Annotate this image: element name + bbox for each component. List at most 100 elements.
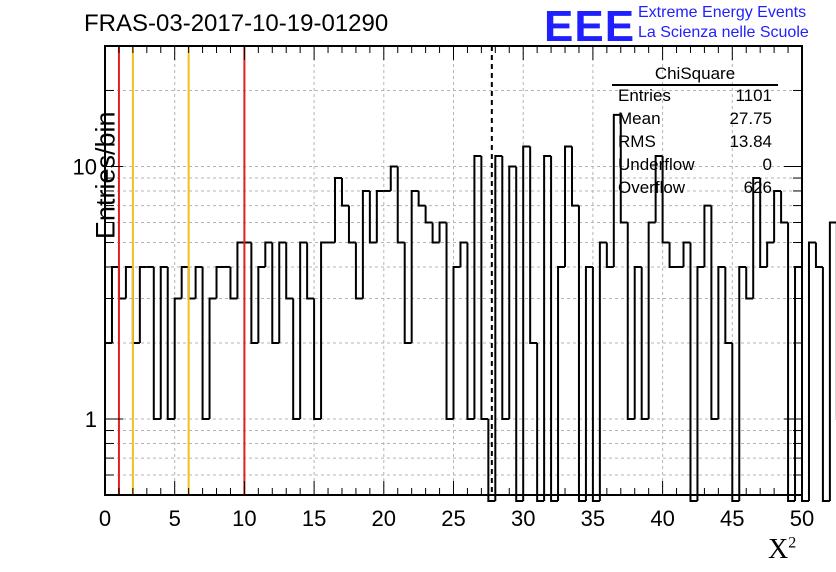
y-axis-ticks: 1 10 [73, 45, 802, 496]
histogram-bin [257, 265, 266, 343]
histogram-bin [689, 242, 698, 502]
x-tick-label: 5 [169, 506, 181, 531]
histogram-bin [313, 298, 322, 420]
histogram-bin [821, 266, 830, 502]
histogram-bin [584, 265, 593, 501]
stats-key: Entries [618, 86, 671, 105]
histogram-bin [347, 205, 356, 244]
histogram-bin [201, 266, 210, 420]
histogram-bin [375, 189, 384, 243]
histogram-bin [138, 265, 147, 343]
histogram-bin [501, 156, 510, 420]
histogram-bin [487, 418, 496, 502]
x-tick-label: 15 [302, 506, 326, 531]
histogram-bin [368, 190, 377, 244]
histogram-bin [752, 177, 761, 299]
y-tick-label: 1 [85, 407, 97, 432]
histogram-bin [124, 265, 133, 299]
histogram-bin [605, 242, 614, 268]
stats-divider [612, 84, 778, 86]
histogram-bin [703, 204, 712, 267]
histogram-bin [215, 265, 224, 299]
histogram-bin [285, 242, 294, 300]
stats-value: 0 [762, 155, 772, 174]
chart-title: FRAS-03-2017-10-19-01290 [84, 10, 389, 37]
histogram-bin [759, 178, 768, 268]
histogram-bin [794, 265, 802, 501]
x-axis-ticks: 0 5 10 15 20 25 30 35 40 45 50 [99, 46, 814, 531]
histogram-bin [131, 266, 140, 344]
x-tick-label: 40 [650, 506, 674, 531]
histogram-bin [180, 265, 189, 299]
stats-key: Overflow [618, 178, 686, 197]
histogram-bin [152, 266, 161, 420]
histogram-bin [633, 265, 642, 419]
histogram-bin [236, 241, 245, 299]
histogram-bin [361, 189, 370, 299]
histogram-bin [159, 265, 168, 419]
stats-key: Mean [618, 109, 661, 128]
histogram-bin [564, 145, 572, 267]
stats-row-overflow: Overflow 626 [610, 178, 780, 201]
histogram-bin [668, 242, 677, 268]
histogram-bin [828, 221, 836, 501]
histogram-bin [208, 297, 217, 419]
histogram-bin [473, 155, 482, 419]
reference-lines [117, 46, 493, 495]
stats-row-underflow: Underflow 0 [610, 155, 780, 178]
histogram-bin [166, 266, 175, 420]
y-axis-label: Entries/bin [90, 111, 121, 240]
histogram-bin [731, 342, 740, 502]
histogram-bin [640, 266, 649, 420]
histogram-bin [494, 155, 503, 501]
histogram-bin [271, 242, 280, 344]
histogram-bin [306, 242, 315, 300]
histogram-bin [557, 265, 566, 501]
histogram-bin [529, 146, 538, 344]
histogram-bin [278, 241, 287, 343]
stats-box: ChiSquare Entries 1101 Mean 27.75 RMS 13… [610, 64, 780, 201]
histogram-bin [515, 166, 524, 502]
x-axis-label-superscript: 2 [788, 534, 797, 552]
histogram-bin [438, 221, 447, 243]
logo-line-1: Extreme Energy Events [638, 4, 807, 21]
stats-title: ChiSquare [654, 64, 736, 83]
histogram-bin [187, 266, 196, 300]
histogram-bin [766, 241, 775, 267]
histogram-bin [787, 222, 796, 502]
histogram-bin [431, 222, 440, 244]
histogram-bin [250, 242, 259, 344]
histogram-bin [264, 241, 273, 267]
stats-value: 1101 [735, 86, 772, 105]
histogram-bin [738, 265, 747, 501]
histogram-bin [424, 205, 433, 224]
histogram-bin [459, 241, 468, 267]
x-tick-label: 10 [232, 506, 256, 531]
histogram-bin [110, 265, 119, 343]
histogram-bin [717, 265, 726, 419]
histogram-bin [403, 242, 412, 344]
x-axis-label-base: X [768, 534, 789, 565]
histogram-bin [334, 177, 342, 243]
histogram-bin [591, 266, 600, 502]
histogram-bin [654, 155, 663, 223]
histogram-bin [173, 297, 182, 419]
stats-value: 27.75 [729, 109, 772, 128]
histogram-bin [773, 189, 782, 243]
histogram-bin [570, 146, 579, 207]
histogram-bin [410, 189, 419, 343]
histogram-bin [229, 266, 238, 300]
x-tick-label: 45 [720, 506, 744, 531]
histogram-bin [340, 178, 349, 207]
stats-row-rms: RMS 13.84 [610, 132, 780, 155]
histogram-bin [682, 241, 691, 267]
histogram-bin [299, 241, 308, 419]
x-tick-label: 30 [511, 506, 535, 531]
x-tick-label: 0 [99, 506, 111, 531]
histogram-bin [577, 205, 586, 502]
histogram-bin [745, 266, 754, 300]
stats-value: 626 [743, 178, 772, 197]
x-tick-label: 20 [372, 506, 396, 531]
histogram-bin [598, 241, 607, 501]
x-tick-label: 35 [581, 506, 605, 531]
